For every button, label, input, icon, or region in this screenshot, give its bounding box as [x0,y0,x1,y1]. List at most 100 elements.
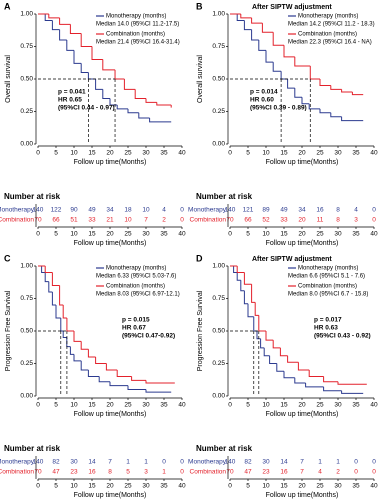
legend-median: Median 14.0 (95%CI 11.2-17.5) [96,22,179,28]
survival-step [69,346,74,355]
risk-x-tick-label: 0 [228,231,232,238]
survival-step [109,381,128,387]
stat-text: p = 0.015 [122,317,150,324]
stat-text: (95%CI 0.47-0.92) [122,333,175,340]
risk-count: 10 [124,217,132,224]
risk-x-tick-label: 30 [142,231,150,238]
x-tick-label: 25 [316,150,324,157]
survival-step [80,33,92,47]
y-axis-title: Overall survival [197,55,204,103]
risk-count: 0 [372,217,376,224]
survival-step [351,92,364,96]
legend-median: Median 22.3 (95%CI 16.4 - NA) [288,40,372,46]
risk-count: 8 [336,217,340,224]
risk-count: 49 [280,207,288,214]
survival-step [323,386,342,392]
risk-count: 0 [354,469,358,476]
risk-x-tick-label: 0 [228,483,232,490]
risk-count: 3 [354,217,358,224]
survival-step [69,24,82,34]
stat-text: (95%CI 0.39 - 0.89) [250,105,307,112]
x-tick-label: 20 [106,402,114,409]
survival-step [62,305,67,319]
survival-step [236,272,241,281]
risk-count: 140 [225,207,236,214]
survival-step [309,66,320,80]
survival-step [265,331,274,341]
survival-step [272,340,281,349]
risk-x-tick-label: 35 [160,483,168,490]
risk-x-tick-label: 40 [370,231,378,238]
survival-step [149,118,172,123]
risk-count: 47 [244,469,252,476]
risk-count: 66 [244,217,252,224]
risk-row-name: Monotherapy [188,459,227,466]
survival-step [341,89,353,93]
survival-step [60,318,64,332]
panel-label: D [196,253,203,263]
survival-step [51,292,56,306]
survival-step [123,79,136,90]
risk-count: 0 [372,207,376,214]
risk-count: 11 [317,217,324,224]
panel-label: A [4,1,11,11]
panel-subtitle: After SIPTW adjustment [252,4,332,11]
y-tick-label: 0.75 [212,43,225,50]
risk-count: 2 [162,217,166,224]
survival-step [283,371,295,379]
survival-step [236,14,245,21]
risk-x-tick-label: 20 [106,231,114,238]
risk-count: 0 [372,459,376,466]
panel-label: B [196,1,203,11]
risk-x-tick-label: 40 [178,483,186,490]
risk-table-title: Number at risk [196,192,253,201]
risk-x-tick-label: 5 [246,483,250,490]
risk-x-tick-label: 0 [36,231,40,238]
risk-x-tick-label: 40 [178,231,186,238]
x-tick-label: 0 [228,150,232,157]
risk-row-name: Monotherapy [188,207,227,214]
risk-x-tick-label: 25 [124,231,132,238]
x-tick-label: 5 [54,402,58,409]
risk-row-name: Combination [190,217,227,224]
stat-text: p = 0.014 [250,89,278,96]
x-axis-title: Follow up time(Months) [74,159,147,166]
y-tick-label: 0.00 [212,393,225,400]
survival-step [51,272,60,286]
risk-count: 23 [262,469,270,476]
x-tick-label: 5 [246,150,250,157]
risk-row-name: Monotherapy [0,459,35,466]
risk-x-tick-label: 15 [280,231,288,238]
survival-step [319,108,331,114]
survival-step [341,116,364,122]
survival-step [301,97,310,105]
risk-count: 140 [33,459,44,466]
risk-x-tick-label: 30 [142,483,150,490]
survival-step [243,272,252,285]
y-axis-title: Progression Free Survival [5,290,12,371]
survival-step [269,355,277,364]
legend-label: Monotherapy (months) [298,266,358,272]
risk-x-tick-label: 35 [160,231,168,238]
risk-count: 82 [244,459,252,466]
survival-step [48,14,60,19]
risk-count: 33 [88,217,96,224]
legend-median: Median 6.6 (95%CI 5.1 - 7.6) [288,274,365,280]
survival-step [272,62,282,72]
risk-x-axis-title: Follow up time(Months) [266,492,339,499]
risk-x-tick-label: 5 [54,231,58,238]
survival-step [145,98,157,103]
survival-step [256,331,261,340]
survival-step [323,376,338,383]
x-tick-label: 15 [280,402,288,409]
risk-x-tick-label: 10 [70,231,78,238]
survival-step [95,357,107,364]
risk-count: 7 [144,217,148,224]
risk-count: 20 [298,217,306,224]
risk-row-name: Combination [0,469,34,476]
survival-step [272,32,284,46]
x-tick-label: 10 [70,402,78,409]
survival-step [48,281,53,293]
stat-text: HR 0.60 [250,97,274,104]
